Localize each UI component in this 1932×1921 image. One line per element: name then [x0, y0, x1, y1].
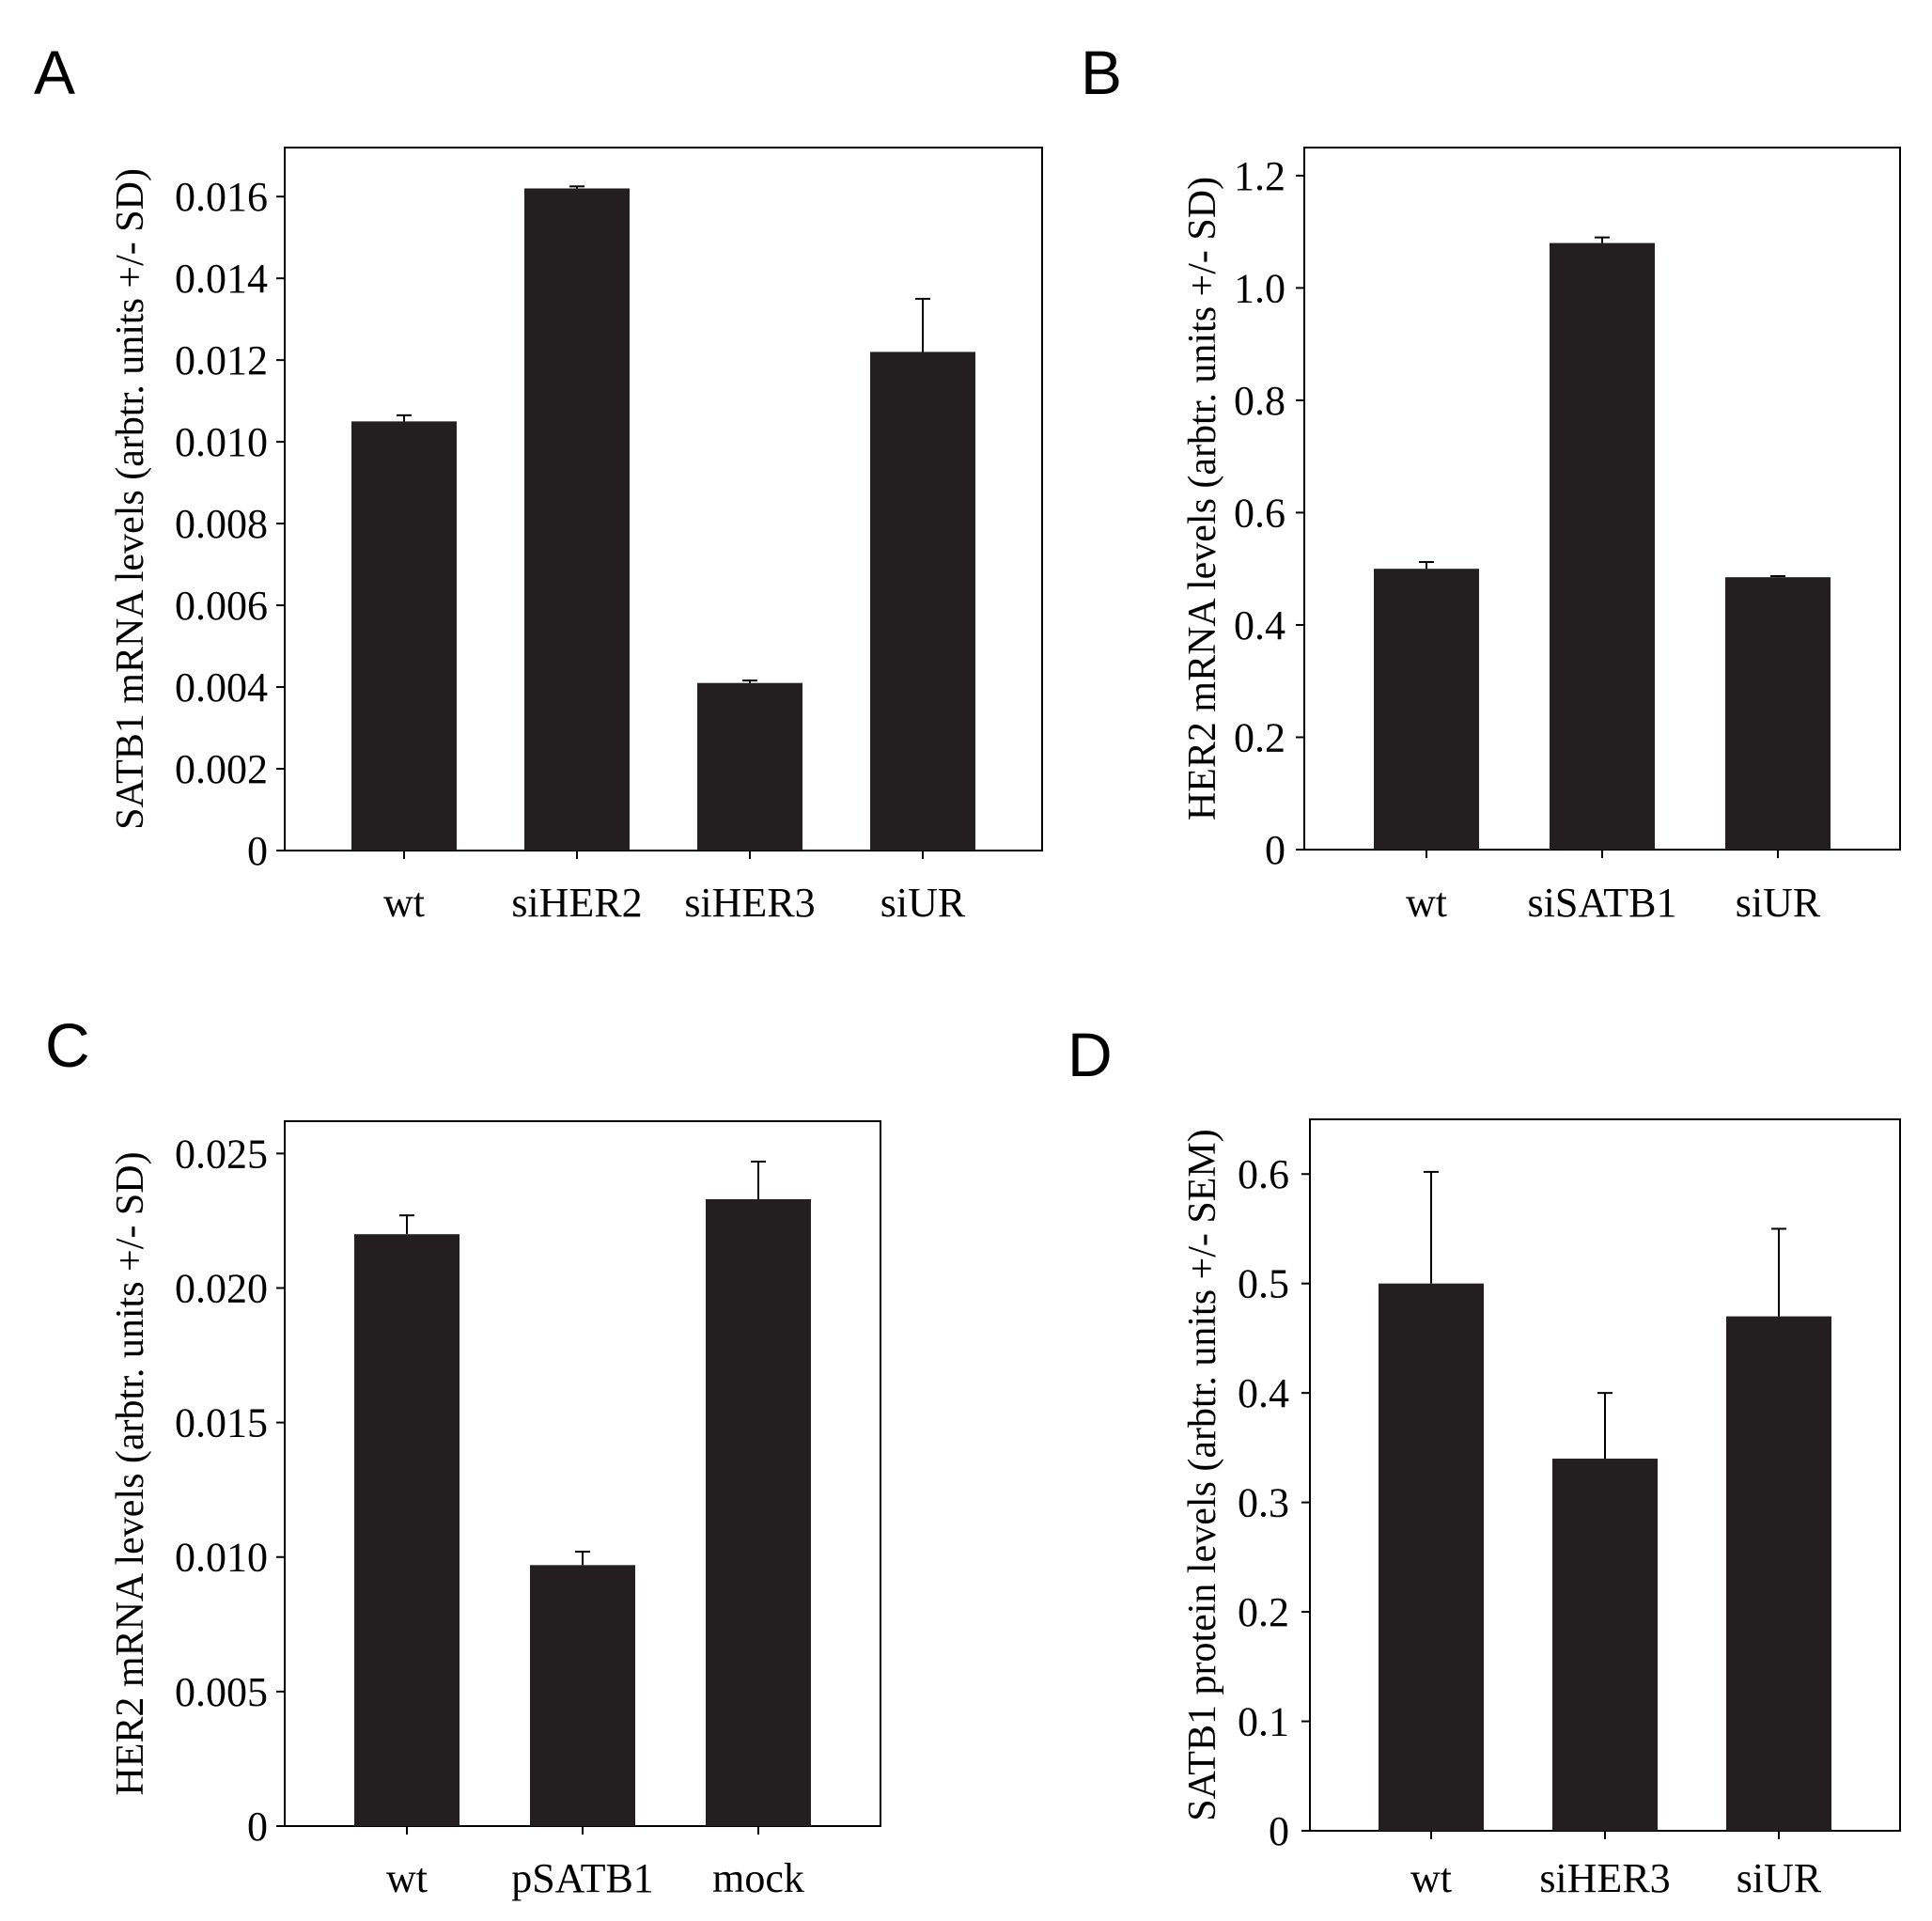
y-tick-label: 0.010 — [175, 419, 268, 465]
panel-letter: C — [45, 1010, 90, 1080]
bar-siur — [1726, 1316, 1831, 1831]
bar-siher3 — [697, 682, 802, 851]
panel-d: D 0 0.1 0.2 0.3 0.4 0.5 0.6 wt siHER3 siUR SATB1 pr… — [1067, 1020, 1901, 1901]
y-tick-label: 0.025 — [175, 1131, 268, 1177]
category-label: siUR — [1736, 880, 1821, 926]
bar-wt — [1374, 569, 1479, 850]
panel-c: C 0 0.005 0.010 0.015 0.020 0.025 wt pSATB1 mock H… — [45, 1010, 881, 1901]
y-axis-title: SATB1 protein levels (arbtr. units +/- S… — [1181, 1129, 1224, 1820]
y-tick-label: 1.0 — [1234, 265, 1285, 311]
bar-wt — [351, 421, 457, 851]
y-tick-label: 0.1 — [1238, 1699, 1289, 1745]
category-label: mock — [712, 1855, 804, 1901]
bar-siher2 — [524, 188, 630, 851]
y-tick-label: 0.5 — [1238, 1261, 1289, 1307]
y-tick-label: 0.016 — [175, 174, 268, 220]
panel-b: B 0 0.2 0.4 0.6 0.8 1.0 1.2 wt siSATB1 siUR HER2 mR… — [1081, 38, 1901, 926]
category-label: siHER3 — [1539, 1855, 1670, 1901]
y-axis-title: HER2 mRNA levels (arbtr. units +/- SD) — [109, 1151, 152, 1795]
panel-a: A 0 0.002 0.004 0.006 0.008 0.010 0.012 0.014 0.0… — [34, 38, 1043, 926]
y-tick-label: 0.006 — [175, 583, 268, 629]
panel-letter: A — [34, 38, 75, 107]
bar-mock — [706, 1199, 811, 1826]
y-axis-title: SATB1 mRNA levels (arbtr. units +/- SD) — [109, 168, 152, 830]
category-label: siHER2 — [511, 880, 642, 926]
category-label: siSATB1 — [1528, 880, 1677, 926]
category-label: wt — [386, 1855, 428, 1901]
y-tick-label: 0 — [247, 828, 268, 874]
y-tick-label: 1.2 — [1234, 153, 1285, 199]
category-label: wt — [1410, 1855, 1452, 1901]
bar-siur — [1725, 577, 1831, 850]
bar-psatb1 — [530, 1565, 635, 1826]
y-tick-label: 0.8 — [1234, 378, 1285, 424]
plot-frame — [284, 147, 1043, 851]
y-tick-label: 0.012 — [175, 337, 268, 383]
y-tick-label: 0 — [247, 1804, 268, 1850]
y-tick-label: 0.010 — [175, 1535, 268, 1581]
category-label: wt — [383, 880, 425, 926]
category-label: pSATB1 — [511, 1855, 654, 1901]
y-tick-label: 0.6 — [1238, 1151, 1289, 1197]
category-label: siUR — [1737, 1855, 1822, 1901]
category-label: siUR — [880, 880, 966, 926]
y-axis-title: HER2 mRNA levels (arbtr. units +/- SD) — [1181, 177, 1224, 820]
bar-siur — [870, 351, 975, 851]
y-tick-label: 0.020 — [175, 1265, 268, 1311]
y-tick-label: 0.3 — [1238, 1480, 1289, 1526]
y-tick-label: 0.015 — [175, 1400, 268, 1446]
y-tick-label: 0 — [1269, 1808, 1289, 1854]
y-tick-label: 0.008 — [175, 501, 268, 547]
category-label: wt — [1406, 880, 1447, 926]
y-tick-label: 0.004 — [175, 664, 268, 711]
bar-wt — [1379, 1283, 1484, 1831]
y-tick-label: 0.2 — [1238, 1589, 1289, 1635]
bar-siher3 — [1552, 1459, 1658, 1831]
bar-wt — [354, 1234, 460, 1826]
y-tick-label: 0.002 — [175, 746, 268, 792]
y-tick-label: 0.6 — [1234, 490, 1285, 536]
panel-letter: D — [1067, 1020, 1113, 1089]
bar-sisatb1 — [1550, 242, 1655, 850]
category-label: siHER3 — [684, 880, 815, 926]
y-tick-label: 0.2 — [1234, 714, 1285, 760]
y-tick-label: 0.4 — [1234, 602, 1285, 648]
y-tick-label: 0.014 — [175, 256, 268, 302]
panel-letter: B — [1081, 38, 1122, 107]
y-tick-label: 0.4 — [1238, 1370, 1289, 1416]
y-tick-label: 0 — [1265, 827, 1285, 873]
y-tick-label: 0.005 — [175, 1669, 268, 1715]
